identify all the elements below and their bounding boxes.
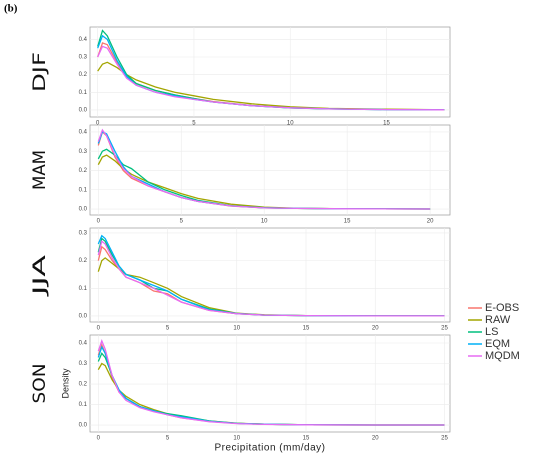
y-tick-label: 0.1: [79, 286, 88, 292]
x-tick-label: 15: [344, 219, 351, 225]
y-tick-label: 0.2: [79, 72, 88, 78]
y-tick-label: 0.1: [79, 402, 88, 408]
y-tick-label: 0.2: [79, 168, 88, 174]
x-tick-label: 20: [427, 219, 434, 225]
x-tick-label: 20: [372, 436, 379, 442]
y-tick-label: 0.4: [79, 37, 88, 43]
panel-label: MAM: [30, 150, 50, 190]
x-tick-label: 15: [383, 121, 390, 127]
panel-background: [89, 334, 451, 433]
density-line: [97, 61, 445, 111]
x-tick-label: 5: [180, 219, 184, 225]
density-line: [97, 45, 445, 111]
legend-label: E-OBS: [485, 302, 519, 314]
x-tick-label: 10: [233, 326, 240, 332]
x-tick-label: 0: [97, 436, 101, 442]
x-tick-label: 0: [97, 219, 101, 225]
y-tick-label: 0.3: [79, 361, 88, 367]
x-tick-label: 15: [303, 436, 310, 442]
y-tick-label: 0.0: [79, 108, 88, 114]
y-tick-label: 0.3: [79, 231, 88, 237]
x-tick-label: 20: [372, 326, 379, 332]
density-line: [97, 128, 431, 210]
y-tick-label: 0.4: [79, 130, 88, 136]
x-tick-label: 10: [261, 219, 268, 225]
legend-label: LS: [485, 326, 498, 338]
y-tick-label: 0.0: [79, 313, 88, 319]
y-tick-label: 0.3: [79, 55, 88, 61]
panel-label: DJF: [30, 52, 50, 92]
y-tick-label: 0.2: [79, 258, 88, 264]
y-axis-title: Density: [60, 368, 70, 399]
density-line: [97, 240, 445, 317]
x-tick-label: 10: [233, 436, 240, 442]
y-tick-label: 0.0: [79, 207, 88, 213]
panel-background: [89, 124, 451, 216]
y-tick-label: 0.3: [79, 149, 88, 155]
legend-label: EQM: [485, 338, 510, 350]
x-tick-label: 25: [441, 436, 448, 442]
x-tick-label: 0: [97, 326, 101, 332]
figure-label: (b): [4, 3, 18, 15]
x-axis-title: Precipitation (mm/day): [214, 443, 325, 454]
panel-background: [89, 26, 451, 118]
x-tick-label: 5: [166, 436, 170, 442]
x-tick-label: 5: [192, 121, 196, 127]
legend-label: RAW: [485, 314, 511, 326]
y-tick-label: 0.4: [79, 341, 88, 347]
panel-label: JJA: [30, 254, 50, 297]
legend-label: MQDM: [485, 350, 520, 362]
panel-label: SON: [30, 364, 50, 404]
y-tick-label: 0.1: [79, 187, 88, 193]
panel-background: [89, 227, 451, 323]
x-tick-label: 25: [441, 326, 448, 332]
y-tick-label: 0.1: [79, 90, 88, 96]
y-tick-label: 0.0: [79, 423, 88, 429]
density-line: [97, 339, 445, 426]
x-tick-label: 10: [287, 121, 294, 127]
y-tick-label: 0.2: [79, 382, 88, 388]
x-tick-label: 0: [96, 121, 100, 127]
x-tick-label: 5: [166, 326, 170, 332]
x-tick-label: 15: [303, 326, 310, 332]
